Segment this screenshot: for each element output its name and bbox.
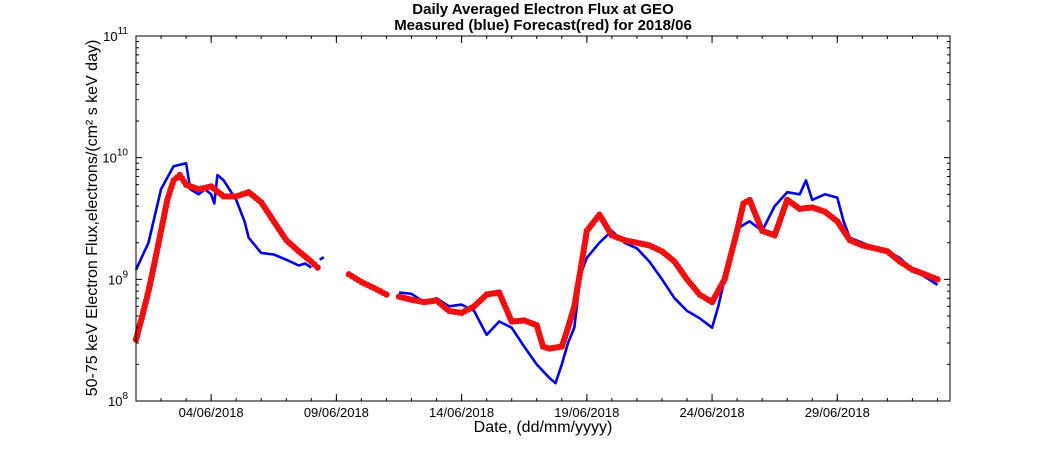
plot-frame bbox=[135, 35, 951, 402]
x-axis-label: Date, (dd/mm/yyyy) bbox=[474, 419, 613, 436]
x-axis-ticks: 04/06/2018 09/06/2018 14/06/2018 19/06/2018… bbox=[135, 36, 938, 420]
y-axis-ticks: 108 109 1010 1011 bbox=[102, 26, 950, 409]
x-tick-label: 24/06/2018 bbox=[680, 405, 745, 420]
forecast-point bbox=[934, 276, 941, 283]
measured-line-segment bbox=[319, 256, 325, 261]
series-forecast bbox=[132, 171, 941, 352]
forecast-point bbox=[314, 264, 321, 271]
y-tick-label: 109 bbox=[108, 269, 128, 287]
y-tick-label: 1010 bbox=[102, 148, 128, 166]
chart-title-line-2: Measured (blue) Forecast(red) for 2018/0… bbox=[394, 17, 692, 34]
measured-line-segment bbox=[398, 179, 939, 385]
series-layer bbox=[132, 161, 941, 385]
chart-title-line-1: Daily Averaged Electron Flux at GEO bbox=[412, 1, 674, 18]
y-tick-label: 108 bbox=[108, 391, 128, 409]
y-axis-label: 50-75 keV Electron Flux,electrons/(cm² s… bbox=[84, 40, 101, 397]
plot-data-area bbox=[132, 161, 941, 385]
x-tick-label: 04/06/2018 bbox=[179, 405, 244, 420]
series-measured bbox=[134, 161, 939, 385]
x-tick-label: 29/06/2018 bbox=[805, 405, 870, 420]
forecast-point bbox=[383, 291, 390, 298]
x-tick-label: 09/06/2018 bbox=[304, 405, 369, 420]
measured-line-segment bbox=[134, 161, 313, 271]
x-tick-label: 14/06/2018 bbox=[429, 405, 494, 420]
x-tick-label: 19/06/2018 bbox=[554, 405, 619, 420]
y-tick-label: 1011 bbox=[103, 26, 128, 44]
